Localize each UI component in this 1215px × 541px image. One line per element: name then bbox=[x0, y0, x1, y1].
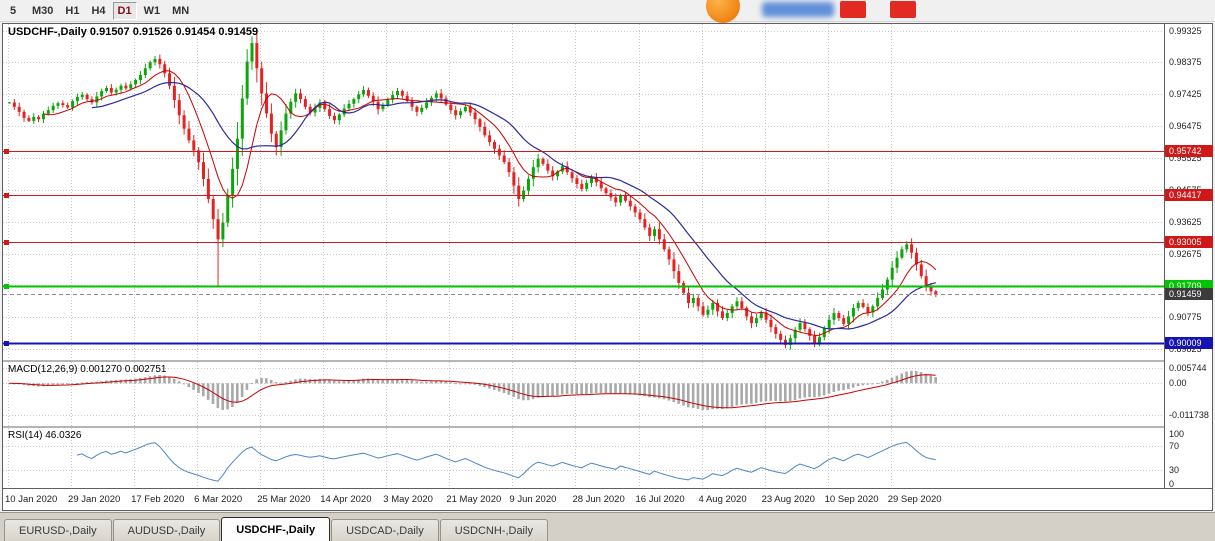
price-axis: 0.993250.983750.974250.964750.955250.945… bbox=[1164, 24, 1213, 489]
chart-title: USDCHF-,Daily 0.91507 0.91526 0.91454 0.… bbox=[8, 26, 258, 38]
timeframe-button-mn[interactable]: MN bbox=[172, 4, 190, 17]
chart-symbol-label: USDCHF-,Daily bbox=[8, 26, 87, 38]
main-price-pane[interactable] bbox=[3, 24, 1164, 360]
time-axis: 10 Jan 2020 29 Jan 2020 17 Feb 2020 6 Mar 2… bbox=[3, 488, 1212, 510]
rsi-axis-label: 100 bbox=[1169, 429, 1185, 439]
rsi-pane[interactable] bbox=[3, 428, 1164, 488]
time-axis-label: 6 Mar 2020 bbox=[194, 494, 243, 505]
chart-ohlc-values: 0.91507 0.91526 0.91454 0.91459 bbox=[89, 26, 259, 38]
time-axis-label: 16 Jul 2020 bbox=[635, 494, 685, 505]
pane-splitter-2[interactable] bbox=[3, 426, 1212, 428]
price-axis-label: 0.98375 bbox=[1169, 57, 1202, 68]
time-axis-label: 29 Jan 2020 bbox=[68, 494, 121, 505]
pane-splitter-1[interactable] bbox=[3, 360, 1212, 362]
time-axis-label: 4 Aug 2020 bbox=[698, 494, 747, 505]
time-axis-label: 29 Sep 2020 bbox=[887, 494, 942, 505]
time-axis-label: 21 May 2020 bbox=[446, 494, 502, 505]
timeframe-button-5[interactable]: 5 bbox=[9, 4, 17, 17]
time-axis-label: 25 Mar 2020 bbox=[257, 494, 311, 505]
price-axis-label: 0.89825 bbox=[1169, 344, 1202, 355]
time-axis-label: 14 Apr 2020 bbox=[320, 494, 372, 505]
price-axis-label: 0.95525 bbox=[1169, 152, 1202, 163]
time-axis-label: 28 Jun 2020 bbox=[572, 494, 625, 505]
macd-indicator-label: MACD(12,26,9) 0.001270 0.002751 bbox=[8, 364, 167, 375]
time-axis-label: 3 May 2020 bbox=[383, 494, 433, 505]
timeframe-toolbar: 5 M30 H1 H4 D1 W1 MN bbox=[0, 0, 1215, 22]
chart-tabs-bar: EURUSD-,Daily AUDUSD-,Daily USDCHF-,Daily U… bbox=[0, 512, 1215, 541]
price-axis-label: 0.96475 bbox=[1169, 121, 1202, 132]
level-anchor-icon[interactable] bbox=[4, 240, 9, 245]
level-anchor-icon[interactable] bbox=[4, 149, 9, 154]
level-anchor-icon[interactable] bbox=[4, 193, 9, 198]
macd-signal-line bbox=[9, 374, 936, 409]
macd-axis-label: 0.005744 bbox=[1169, 363, 1207, 374]
main-grid bbox=[3, 24, 1164, 360]
timeframe-button-d1[interactable]: D1 bbox=[112, 1, 137, 20]
timeframe-button-h4[interactable]: H4 bbox=[91, 4, 106, 17]
ma-slow-line bbox=[91, 81, 936, 330]
tab-eurusd-daily[interactable]: EURUSD-,Daily bbox=[4, 519, 112, 541]
price-axis-label: 0.93625 bbox=[1169, 216, 1202, 227]
rsi-indicator-label: RSI(14) 46.0326 bbox=[8, 430, 82, 441]
rsi-axis-label: 0 bbox=[1169, 479, 1175, 489]
level-anchor-icon[interactable] bbox=[4, 284, 9, 289]
price-axis-label: 0.99325 bbox=[1169, 25, 1202, 36]
price-axis-label: 0.92675 bbox=[1169, 248, 1202, 259]
time-axis-label: 17 Feb 2020 bbox=[131, 494, 185, 505]
chart-window: USDCHF-,Daily 0.91507 0.91526 0.91454 0.… bbox=[2, 23, 1213, 511]
rsi-line bbox=[77, 441, 936, 482]
price-level-label: 0.94417 bbox=[1165, 189, 1213, 202]
time-axis-label: 9 Jun 2020 bbox=[509, 494, 557, 505]
time-axis-label: 10 Sep 2020 bbox=[824, 494, 879, 505]
ma-fast-line bbox=[43, 70, 937, 337]
tab-usdcnh-daily[interactable]: USDCNH-,Daily bbox=[439, 519, 548, 541]
macd-axis-label: 0.00 bbox=[1169, 378, 1187, 389]
price-level-label: 0.93005 bbox=[1165, 236, 1213, 249]
time-axis-label: 10 Jan 2020 bbox=[5, 494, 58, 505]
price-level-label: 0.95742 bbox=[1165, 144, 1213, 157]
price-level-label: 0.90009 bbox=[1165, 336, 1213, 349]
candles-layer bbox=[8, 32, 938, 350]
tab-usdcad-daily[interactable]: USDCAD-,Daily bbox=[331, 519, 439, 541]
timeframe-button-m30[interactable]: M30 bbox=[32, 4, 54, 17]
timeframe-button-h1[interactable]: H1 bbox=[65, 4, 80, 17]
macd-histogram bbox=[8, 370, 937, 411]
tab-audusd-daily[interactable]: AUDUSD-,Daily bbox=[112, 519, 221, 541]
current-price-label: 0.91459 bbox=[1165, 288, 1213, 301]
price-axis-label: 0.97425 bbox=[1169, 89, 1202, 100]
tab-usdchf-daily[interactable]: USDCHF-,Daily bbox=[221, 517, 331, 541]
price-axis-label: 0.90775 bbox=[1169, 312, 1202, 323]
macd-axis-label: -0.011738 bbox=[1169, 409, 1209, 420]
rsi-axis-label: 30 bbox=[1169, 465, 1180, 475]
timeframe-button-w1[interactable]: W1 bbox=[143, 4, 161, 17]
level-lines-layer[interactable] bbox=[3, 149, 1164, 346]
level-anchor-icon[interactable] bbox=[4, 341, 9, 346]
time-axis-label: 23 Aug 2020 bbox=[761, 494, 815, 505]
macd-pane[interactable] bbox=[3, 362, 1164, 426]
rsi-axis-label: 70 bbox=[1169, 441, 1180, 451]
